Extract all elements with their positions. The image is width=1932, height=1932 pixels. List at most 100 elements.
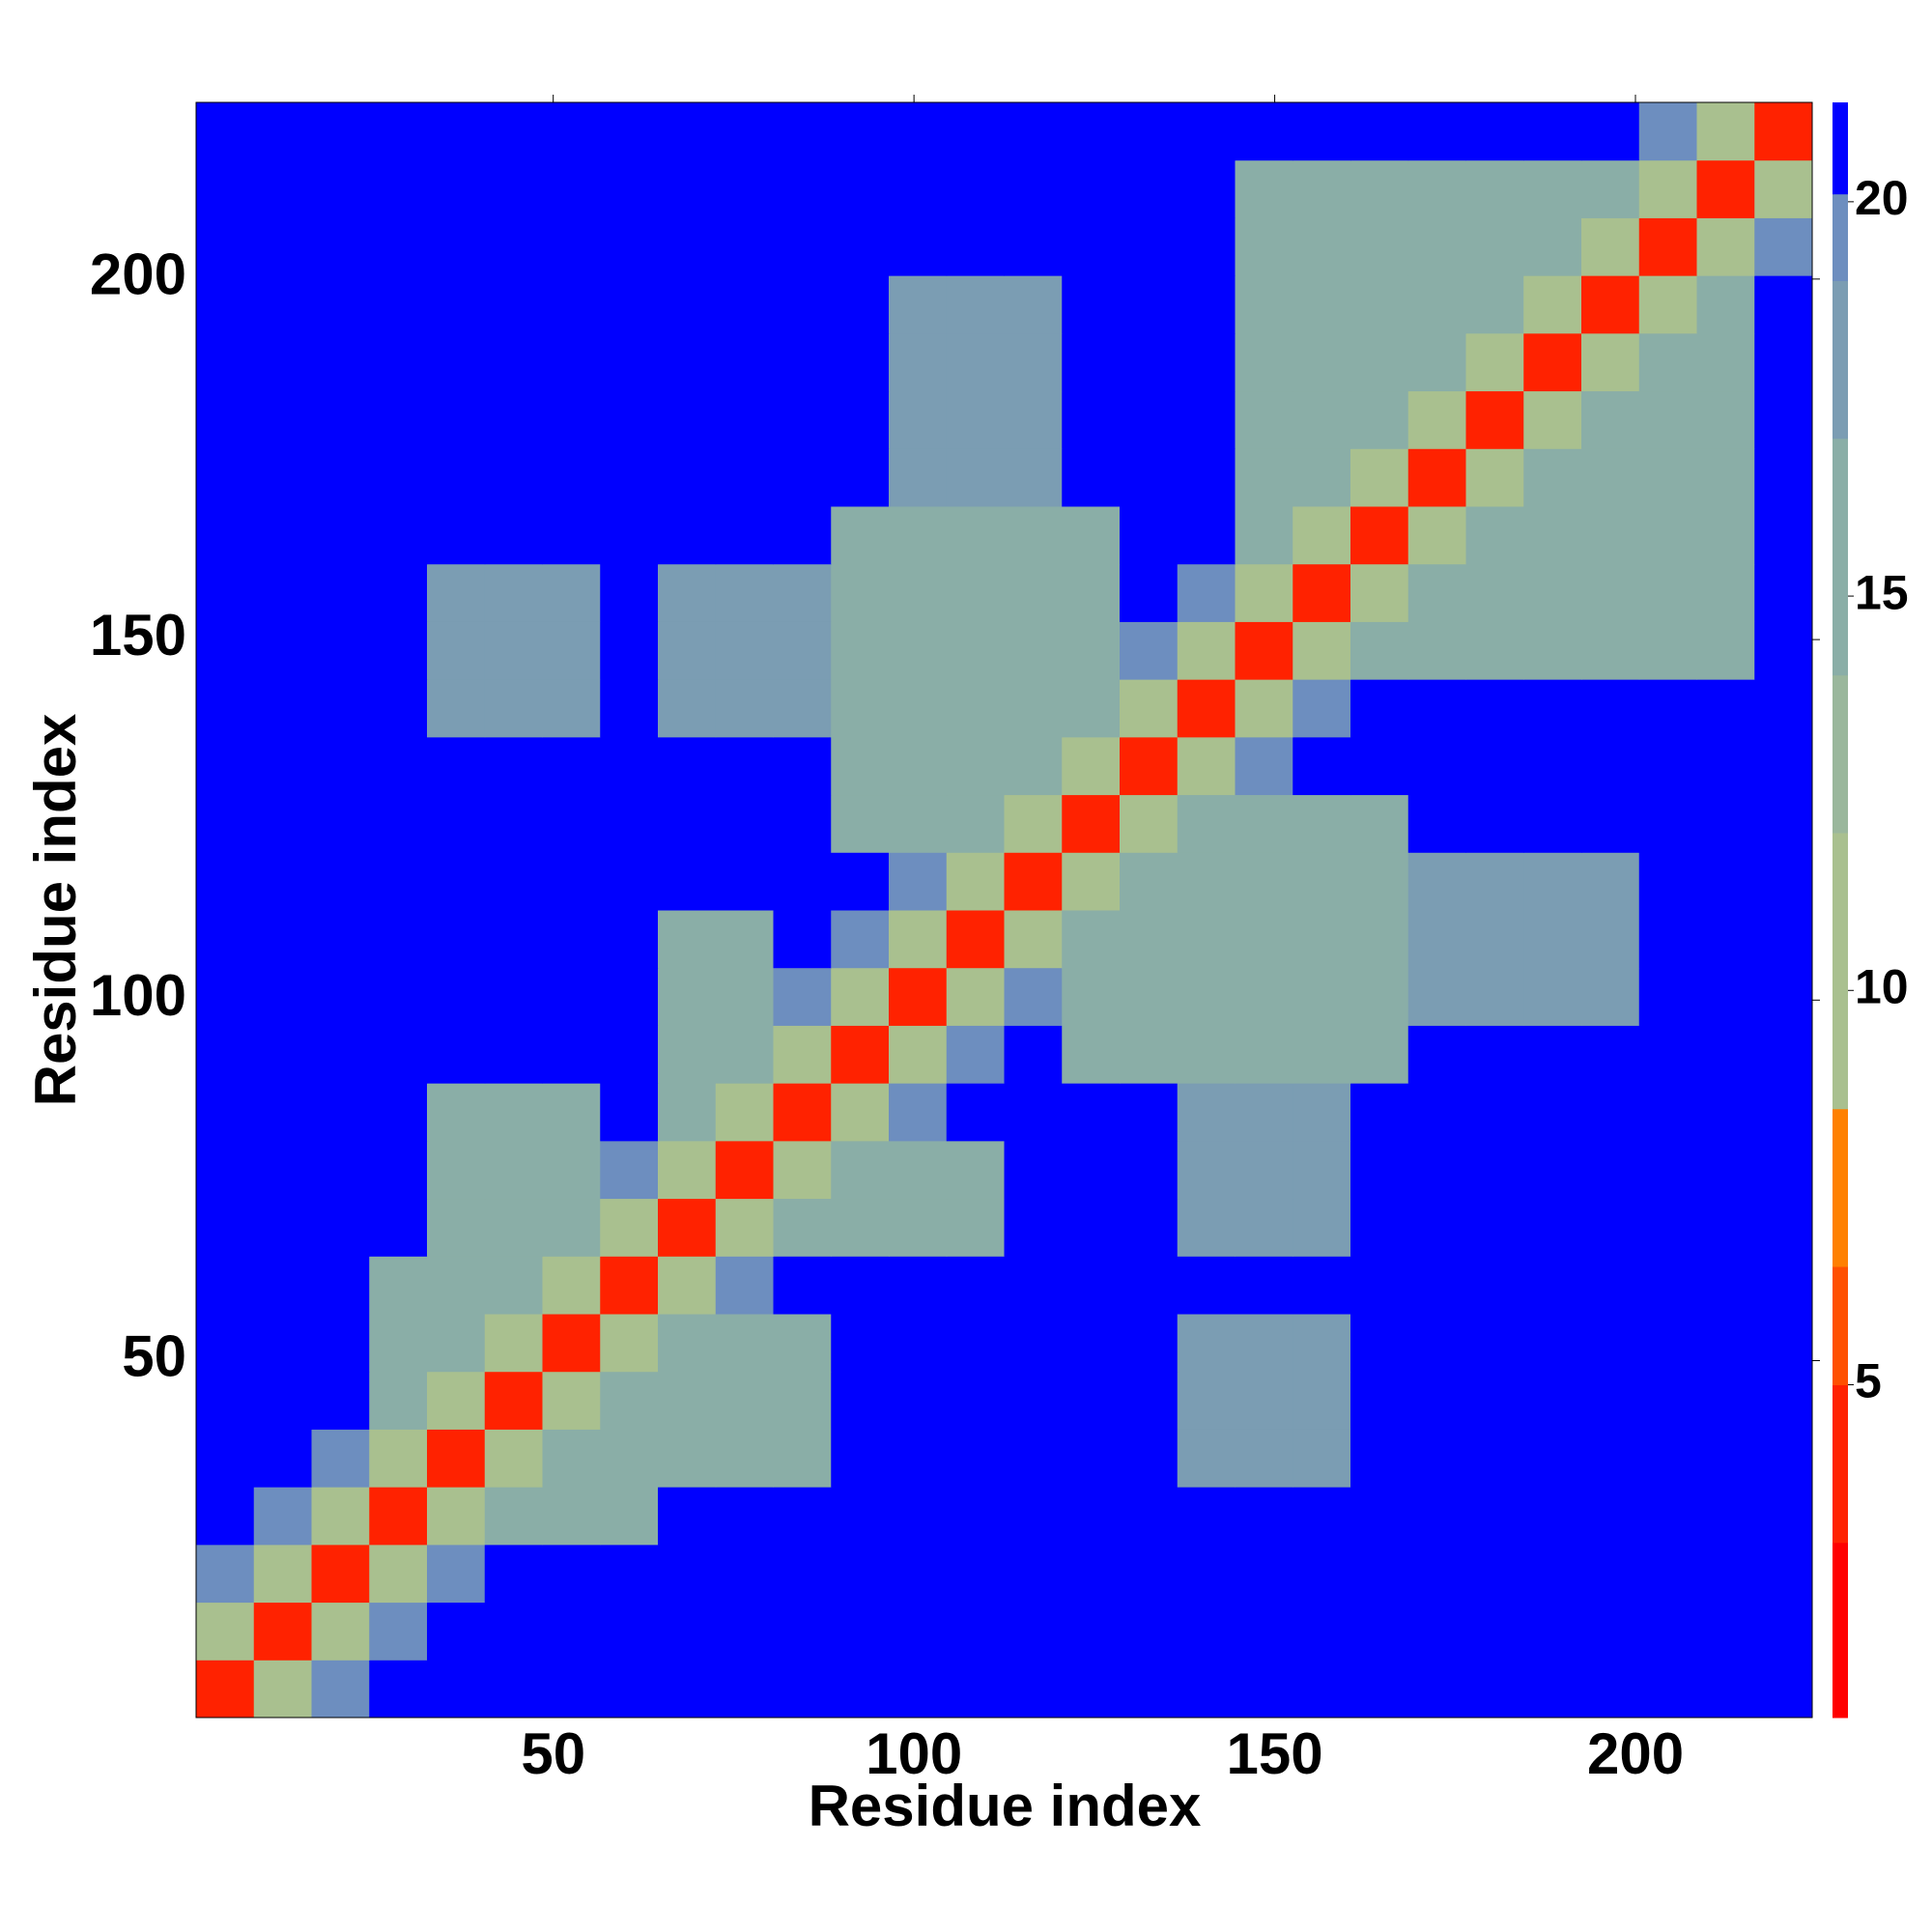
heat-cell (1293, 621, 1351, 680)
heat-cell (1523, 967, 1582, 1026)
heat-cell (253, 159, 312, 218)
heat-cell (196, 679, 255, 738)
heat-cell (253, 1429, 312, 1488)
heat-cell (1638, 506, 1697, 565)
heat-cell (946, 1256, 1005, 1315)
heat-cell (658, 217, 717, 276)
heat-cell (715, 102, 774, 161)
heat-cell (1062, 621, 1121, 680)
heat-cell (889, 217, 948, 276)
heat-cell (1120, 1140, 1179, 1200)
heat-cell (889, 621, 948, 680)
heat-cell (1696, 967, 1755, 1026)
heat-cell (1581, 794, 1640, 853)
heat-cell (773, 506, 832, 565)
heat-cell (542, 794, 601, 853)
heat-cell (1293, 563, 1351, 622)
heat-cell (600, 563, 659, 622)
heat-cell (311, 852, 370, 911)
heat-cell (600, 102, 659, 161)
heat-cell (311, 679, 370, 738)
heat-cell (1754, 390, 1813, 449)
heat-cell (1004, 679, 1063, 738)
heat-cell (1177, 275, 1236, 334)
heat-cell (311, 563, 370, 622)
heat-cell (1696, 159, 1755, 218)
colorbar-segment (1833, 674, 1848, 834)
heat-cell (369, 1025, 428, 1084)
heat-cell (600, 1140, 659, 1200)
heat-cell (1004, 448, 1063, 507)
heat-cell (253, 217, 312, 276)
heat-cell (542, 1198, 601, 1257)
heat-cell (427, 390, 486, 449)
heat-cell (369, 102, 428, 161)
heat-cell (427, 1602, 486, 1661)
heat-cell (484, 390, 543, 449)
heat-cell (1120, 448, 1179, 507)
heat-cell (311, 736, 370, 796)
heat-cell (831, 1429, 890, 1488)
heat-cell (1235, 390, 1293, 449)
heat-cell (196, 275, 255, 334)
heat-cell (1696, 910, 1755, 969)
heat-cell (1293, 1602, 1351, 1661)
heat-cell (773, 1429, 832, 1488)
heat-cell (1523, 1083, 1582, 1142)
heat-cell (889, 332, 948, 392)
heat-cell (427, 910, 486, 969)
heat-cell (1696, 1198, 1755, 1257)
heat-cell (253, 390, 312, 449)
heat-cell (1177, 1314, 1236, 1373)
heat-cell (1350, 1602, 1409, 1661)
heat-cell (1120, 967, 1179, 1026)
heat-cell (542, 390, 601, 449)
heat-cell (889, 1140, 948, 1200)
heat-cell (253, 1544, 312, 1604)
heat-cell (1754, 563, 1813, 622)
colorbar-tick-label: 5 (1855, 1354, 1882, 1408)
heat-cell (1062, 1371, 1121, 1430)
heat-cell (1350, 159, 1409, 218)
heat-cell (773, 1025, 832, 1084)
heat-cell (715, 506, 774, 565)
heat-cell (1465, 1083, 1524, 1142)
heat-cell (1407, 390, 1466, 449)
heat-cell (831, 1371, 890, 1430)
heat-cell (1004, 967, 1063, 1026)
heat-cell (1754, 794, 1813, 853)
heat-cell (831, 1314, 890, 1373)
heat-cell (946, 852, 1005, 911)
heat-cell (658, 1140, 717, 1200)
heat-cell (253, 679, 312, 738)
heat-cell (773, 1140, 832, 1200)
heat-cell (773, 1487, 832, 1546)
heat-cell (1062, 1602, 1121, 1661)
heat-cell (600, 1256, 659, 1315)
heat-cell (1062, 1140, 1121, 1200)
heat-cell (1581, 448, 1640, 507)
heat-cell (1407, 159, 1466, 218)
heat-cell (484, 910, 543, 969)
heat-cell (484, 1198, 543, 1257)
heat-cell (1638, 1025, 1697, 1084)
heat-cell (773, 563, 832, 622)
heat-cell (1177, 967, 1236, 1026)
heat-cell (715, 1544, 774, 1604)
heat-cell (196, 102, 255, 161)
heat-cell (1293, 102, 1351, 161)
heat-cell (1407, 1371, 1466, 1430)
heat-cell (1235, 448, 1293, 507)
heat-cell (196, 1314, 255, 1373)
heat-cell (484, 1602, 543, 1661)
heat-cell (253, 332, 312, 392)
heat-cell (1004, 1429, 1063, 1488)
heat-cell (1581, 102, 1640, 161)
heat-cell (542, 1256, 601, 1315)
x-axis-label: Residue index (809, 1774, 1202, 1838)
heat-cell (427, 217, 486, 276)
heat-cell (1350, 621, 1409, 680)
heat-cell (1293, 275, 1351, 334)
heat-cell (253, 1140, 312, 1200)
